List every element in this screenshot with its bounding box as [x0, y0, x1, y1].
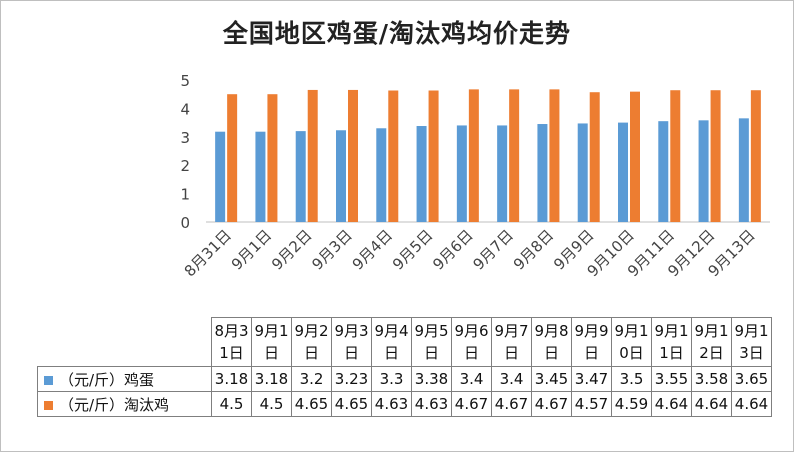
table-value-cell: 3.38 [411, 366, 452, 392]
legend-label-culled-hens: （元/斤）淘汰鸡 [59, 395, 170, 414]
table-value-cell: 4.59 [611, 391, 652, 417]
bar-eggs [416, 126, 427, 222]
x-tick-label: 9月3日 [308, 226, 355, 273]
chart-title: 全国地区鸡蛋/淘汰鸡均价走势 [222, 19, 572, 48]
table-value-cell: 4.67 [491, 391, 532, 417]
table-value-cell: 3.55 [651, 366, 692, 392]
bar-eggs [456, 125, 467, 222]
bar-eggs [618, 122, 628, 222]
bar-eggs [698, 120, 709, 222]
bar-culled-hens [428, 90, 439, 223]
table-value-cell: 4.63 [411, 391, 452, 417]
bar-eggs [215, 131, 226, 222]
x-tick-label: 9月4日 [349, 226, 396, 273]
table-value-cell: 3.65 [731, 366, 772, 392]
table-value-cell: 3.4 [451, 366, 492, 392]
legend-label-eggs: （元/斤）鸡蛋 [59, 370, 155, 389]
table-category-cell: 9月6日 [451, 317, 492, 367]
table-category-cell: 9月11日 [651, 317, 692, 367]
table-value-cell: 3.2 [291, 366, 332, 392]
x-tick-label: 9月6日 [429, 226, 476, 273]
y-tick-label: 5 [180, 72, 190, 90]
table-row-culled-hens: （元/斤）淘汰鸡 4.5 4.5 4.65 4.65 4.63 4.63 4.67 4.67 4… [37, 391, 772, 417]
table-category-cell: 9月4日 [371, 317, 412, 367]
table-row-eggs: （元/斤）鸡蛋 3.18 3.18 3.2 3.23 3.3 3.38 3.4 3.4 3.45… [37, 366, 772, 392]
bar-culled-hens [468, 89, 479, 222]
table-category-cell: 9月13日 [731, 317, 772, 367]
table-corner [38, 318, 212, 367]
bar-culled-hens [388, 90, 399, 223]
bar-culled-hens [710, 90, 721, 222]
bar-culled-hens [549, 89, 560, 222]
y-tick-label: 2 [180, 157, 190, 175]
table-value-cell: 3.23 [331, 366, 372, 392]
table-value-cell: 4.64 [651, 391, 692, 417]
table-value-cell: 4.5 [251, 391, 292, 417]
x-tick-label: 8月31日 [181, 226, 235, 280]
y-tick-label: 0 [180, 214, 190, 232]
x-tick-label: 9月1日 [228, 226, 275, 273]
bar-culled-hens [348, 89, 358, 222]
table-category-cell: 9月12日 [691, 317, 732, 367]
table-value-cell: 4.57 [571, 391, 612, 417]
bar-eggs [376, 128, 387, 222]
bar-culled-hens [750, 90, 761, 222]
legend-eggs: （元/斤）鸡蛋 [37, 366, 212, 392]
table-category-cell: 9月5日 [411, 317, 452, 367]
x-tick-label: 9月5日 [389, 226, 436, 273]
x-tick-label: 9月2日 [268, 226, 315, 273]
bar-culled-hens [307, 89, 318, 222]
table-category-cell: 9月8日 [531, 317, 572, 367]
y-tick-label: 4 [180, 100, 190, 118]
bar-eggs [336, 130, 346, 222]
table-category-cell: 9月7日 [491, 317, 532, 367]
bar-eggs [497, 125, 508, 222]
bar-eggs [295, 131, 306, 222]
table-value-cell: 3.18 [251, 366, 292, 392]
table-category-cell: 8月31日 [211, 317, 252, 367]
legend-swatch-eggs [44, 375, 53, 385]
table-value-cell: 4.65 [291, 391, 332, 417]
y-tick-label: 1 [180, 186, 190, 204]
table-category-cell: 9月3日 [331, 317, 372, 367]
table-value-cell: 3.58 [691, 366, 732, 392]
table-value-cell: 4.65 [331, 391, 372, 417]
bar-culled-hens [630, 91, 640, 222]
bar-culled-hens [589, 92, 600, 222]
table-value-cell: 4.64 [691, 391, 732, 417]
table-value-cell: 3.18 [211, 366, 252, 392]
bar-eggs [537, 124, 548, 222]
table-value-cell: 4.63 [371, 391, 412, 417]
bar-culled-hens [670, 90, 681, 222]
table-value-cell: 3.47 [571, 366, 612, 392]
data-table: 8月31日 9月1日 9月2日 9月3日 9月4日 9月5日 9月6日 9月7日 9月8日 9月9… [37, 317, 772, 417]
table-category-cell: 9月2日 [291, 317, 332, 367]
table-value-cell: 4.67 [451, 391, 492, 417]
table-value-cell: 4.64 [731, 391, 772, 417]
x-tick-label: 9月7日 [470, 226, 517, 273]
table-value-cell: 4.67 [531, 391, 572, 417]
table-value-cell: 3.4 [491, 366, 532, 392]
y-tick-label: 3 [180, 129, 190, 147]
table-value-cell: 3.3 [371, 366, 412, 392]
bar-eggs [577, 123, 588, 222]
table-category-cell: 9月9日 [571, 317, 612, 367]
x-tick-label: 9月8日 [510, 226, 557, 273]
legend-swatch-culled-hens [44, 400, 53, 410]
bar-culled-hens [227, 94, 238, 222]
bar-culled-hens [267, 94, 278, 222]
bar-eggs [255, 131, 266, 222]
table-category-cell: 9月1日 [251, 317, 292, 367]
table-category-cell: 9月10日 [611, 317, 652, 367]
bar-culled-hens [509, 89, 520, 222]
bar-eggs [658, 121, 669, 222]
bar-eggs [738, 118, 749, 222]
table-header-row: 8月31日 9月1日 9月2日 9月3日 9月4日 9月5日 9月6日 9月7日 9月8日 9月9… [38, 317, 772, 367]
table-value-cell: 4.5 [211, 391, 252, 417]
legend-culled-hens: （元/斤）淘汰鸡 [37, 391, 212, 417]
table-value-cell: 3.45 [531, 366, 572, 392]
table-value-cell: 3.5 [611, 366, 652, 392]
